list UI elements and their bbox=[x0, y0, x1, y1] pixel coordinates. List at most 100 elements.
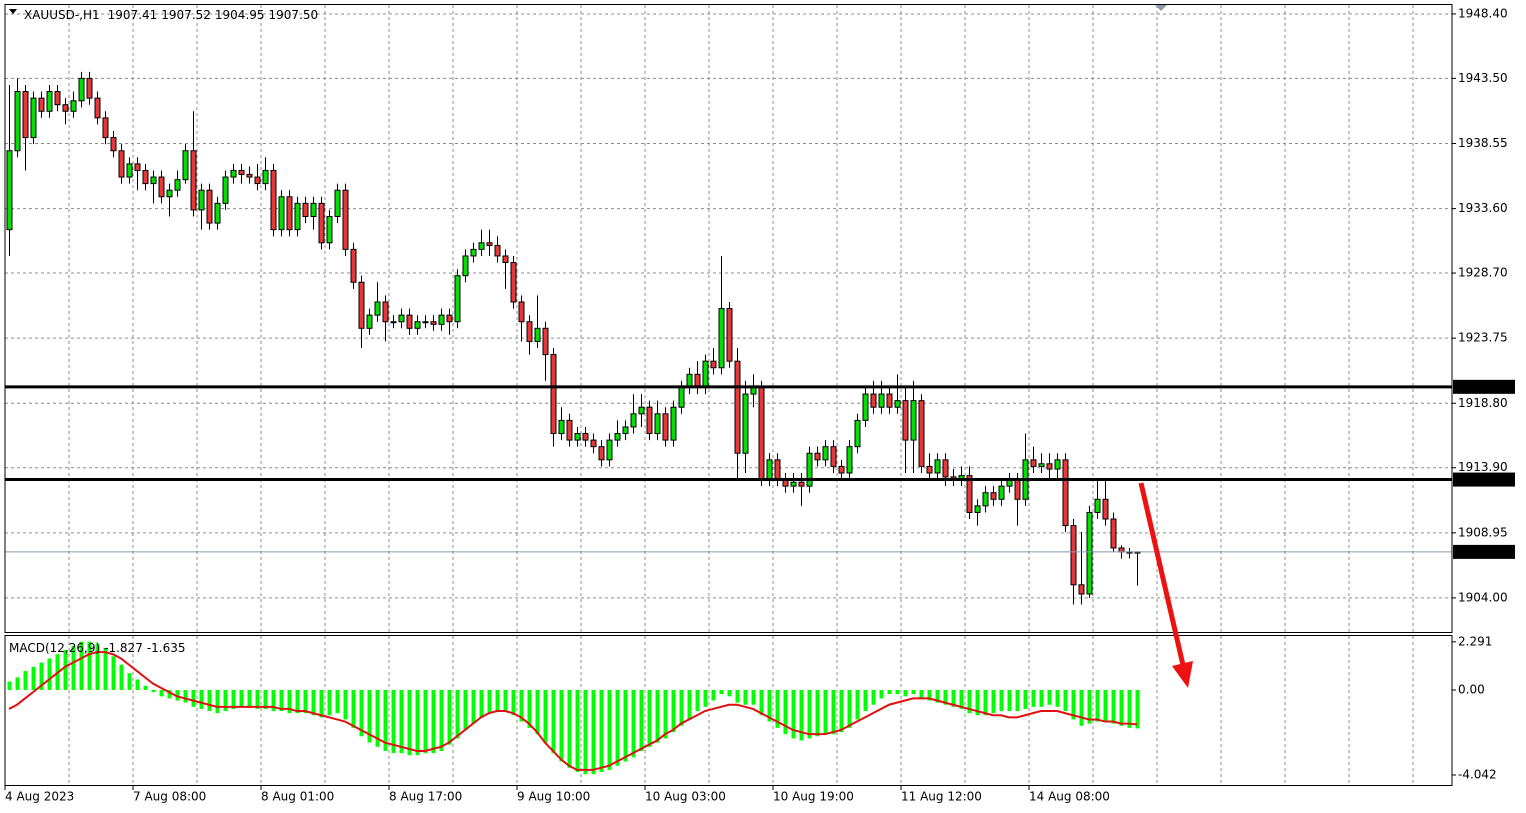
macd-bar bbox=[1079, 689, 1084, 726]
candle-body bbox=[438, 314, 445, 325]
y-tick-label: 1913.90 bbox=[1458, 460, 1508, 474]
candle-body bbox=[974, 505, 981, 513]
level-label: 1913.00 bbox=[1458, 473, 1508, 487]
candle-body bbox=[126, 163, 133, 178]
header-open: 1907.41 bbox=[108, 8, 158, 22]
candle-body bbox=[1038, 463, 1045, 467]
candle-body bbox=[38, 97, 45, 112]
signal-line bbox=[8, 651, 1138, 771]
macd-bar bbox=[1023, 689, 1028, 709]
macd-bar bbox=[767, 689, 772, 722]
candle-body bbox=[1102, 498, 1109, 520]
macd-bar bbox=[967, 689, 972, 714]
candle-body bbox=[518, 301, 525, 323]
candle-body bbox=[1046, 463, 1053, 470]
price-label: 1907.50 bbox=[1458, 545, 1508, 559]
macd-bar bbox=[23, 671, 28, 690]
macd-title: MACD(12,26,9) bbox=[9, 641, 100, 655]
candle-body bbox=[926, 465, 933, 474]
macd-bar bbox=[687, 689, 692, 720]
macd-bar bbox=[71, 645, 76, 690]
arrow-head bbox=[1172, 661, 1193, 688]
macd-bar bbox=[255, 689, 260, 709]
candle-body bbox=[102, 117, 109, 139]
macd-bar bbox=[143, 685, 148, 690]
macd-bar bbox=[591, 689, 596, 775]
candle-body bbox=[710, 360, 717, 369]
candle-body bbox=[526, 321, 533, 342]
macd-bar bbox=[991, 689, 996, 714]
candle-body bbox=[606, 439, 613, 461]
macd-bar bbox=[911, 689, 916, 695]
candle-body bbox=[942, 459, 949, 478]
macd-bar bbox=[943, 689, 948, 705]
macd-bar bbox=[335, 689, 340, 714]
macd-bar bbox=[807, 689, 812, 739]
macd-bar bbox=[135, 679, 140, 690]
macd-bar bbox=[751, 689, 756, 705]
candle-body bbox=[1118, 547, 1125, 553]
macd-bar bbox=[631, 689, 636, 758]
macd-bar bbox=[103, 647, 108, 690]
signal-value: -1.635 bbox=[147, 641, 186, 655]
macd-bar bbox=[127, 673, 132, 690]
macd-bar bbox=[431, 689, 436, 754]
macd-bar bbox=[727, 689, 732, 697]
macd-bar bbox=[831, 689, 836, 735]
candle-body bbox=[262, 169, 269, 185]
macd-bar bbox=[479, 689, 484, 718]
macd-bar bbox=[79, 641, 84, 690]
candle-body bbox=[350, 248, 357, 283]
macd-bar bbox=[607, 689, 612, 770]
macd-bar bbox=[623, 689, 628, 762]
macd-bar bbox=[151, 689, 156, 693]
candle-body bbox=[814, 452, 821, 461]
candle-body bbox=[150, 176, 157, 185]
macd-bar bbox=[375, 689, 380, 747]
macd-bar bbox=[119, 664, 124, 690]
candle-body bbox=[22, 91, 29, 139]
macd-bar bbox=[671, 689, 676, 733]
candle-body bbox=[166, 189, 173, 198]
macd-bar bbox=[159, 689, 164, 697]
candle-body bbox=[222, 176, 229, 204]
candle-body bbox=[158, 176, 165, 198]
candle-body bbox=[662, 413, 669, 441]
candle-body bbox=[934, 459, 941, 474]
candle-body bbox=[750, 386, 757, 395]
candle-body bbox=[318, 202, 325, 244]
macd-bar bbox=[959, 689, 964, 709]
macd-bar bbox=[399, 689, 404, 754]
candle-body bbox=[54, 91, 61, 106]
macd-bar bbox=[183, 689, 188, 703]
macd-bar bbox=[543, 689, 548, 743]
macd-bar bbox=[471, 689, 476, 724]
macd-bar bbox=[879, 689, 884, 699]
candle-body bbox=[46, 91, 53, 112]
macd-bar bbox=[295, 689, 300, 714]
candle-body bbox=[230, 169, 237, 178]
y-tick-label: -4.042 bbox=[1458, 768, 1497, 782]
y-tick-label: 1918.80 bbox=[1458, 396, 1508, 410]
level-label: 1920.05 bbox=[1458, 380, 1508, 394]
macd-bar bbox=[447, 689, 452, 745]
candle-body bbox=[358, 281, 365, 329]
macd-bar bbox=[1015, 689, 1020, 712]
macd-bar bbox=[511, 689, 516, 716]
candle-body bbox=[886, 393, 893, 408]
candle-body bbox=[1086, 511, 1093, 595]
macd-bar bbox=[407, 689, 412, 756]
menu-triangle[interactable] bbox=[9, 9, 17, 14]
macd-bar bbox=[39, 662, 44, 690]
macd-bar bbox=[111, 656, 116, 690]
candle-body bbox=[718, 308, 725, 369]
macd-bar bbox=[327, 689, 332, 716]
candle-body bbox=[446, 314, 453, 323]
macd-bar bbox=[191, 689, 196, 707]
candle-body bbox=[502, 255, 509, 264]
macd-bar bbox=[719, 689, 724, 695]
candle-body bbox=[294, 202, 301, 231]
macd-bar bbox=[7, 681, 12, 690]
y-tick-label: 1928.70 bbox=[1458, 266, 1508, 280]
price-tag bbox=[1453, 544, 1515, 559]
